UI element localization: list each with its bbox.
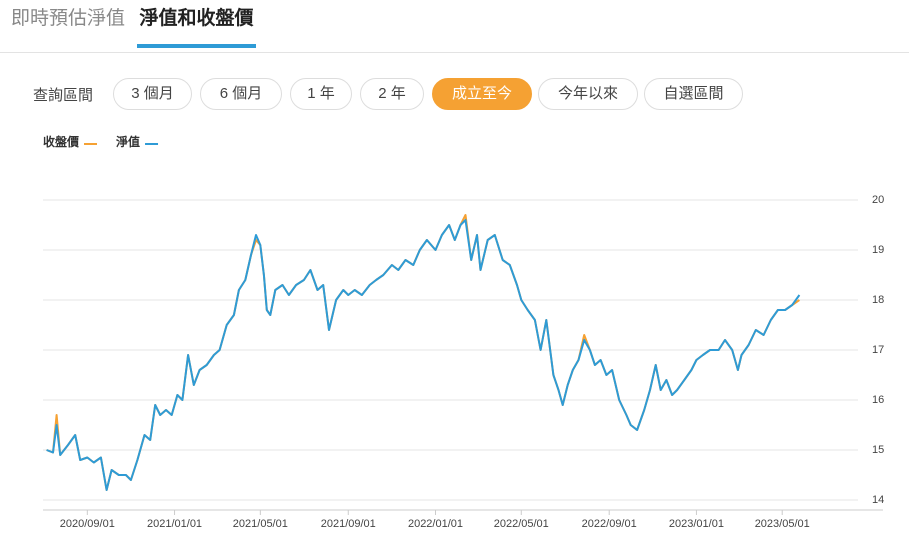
x-tick-label: 2020/09/01 — [60, 518, 115, 530]
x-tick-label: 2023/01/01 — [669, 518, 724, 530]
tab[interactable]: 淨值和收盤價 — [137, 6, 256, 48]
x-tick-label: 2022/09/01 — [582, 518, 637, 530]
filter-button[interactable]: 自選區間 — [644, 78, 743, 110]
x-tick-label: 2021/05/01 — [233, 518, 288, 530]
chart: 14 15 16 17 18 19 20 2020/09/01 2021/01/01 2021/0… — [43, 134, 884, 530]
filter-button[interactable]: 今年以來 — [538, 78, 638, 110]
x-tick-label: 2021/09/01 — [321, 518, 376, 530]
filter-button[interactable]: 2 年 — [360, 78, 424, 110]
series-line — [46, 219, 801, 491]
y-tick-label: 16 — [872, 394, 884, 406]
x-tick-label: 2022/01/01 — [408, 518, 463, 530]
filter-button[interactable]: 6 個月 — [200, 78, 282, 110]
x-tick-label: 2022/05/01 — [494, 518, 549, 530]
filter-button[interactable]: 1 年 — [290, 78, 352, 110]
filter-button[interactable]: 成立至今 — [432, 78, 532, 110]
x-tick-label: 2023/05/01 — [755, 518, 810, 530]
tab-bar: 即時預估淨值 淨值和收盤價 — [0, 0, 909, 53]
y-tick-label: 19 — [872, 244, 884, 256]
tab[interactable]: 即時預估淨值 — [10, 8, 125, 29]
filter-label: 查詢區間 — [33, 87, 94, 104]
legend-label: 收盤價 — [43, 134, 80, 149]
y-tick-label: 14 — [872, 494, 884, 506]
y-tick-label: 18 — [872, 294, 884, 306]
y-tick-label: 20 — [872, 194, 884, 206]
y-tick-label: 17 — [872, 344, 884, 356]
x-tick-label: 2021/01/01 — [147, 518, 202, 530]
y-tick-label: 15 — [872, 444, 884, 456]
series-line — [46, 214, 800, 491]
filter-button[interactable]: 3 個月 — [113, 78, 192, 110]
legend-label: 淨值 — [115, 134, 140, 149]
